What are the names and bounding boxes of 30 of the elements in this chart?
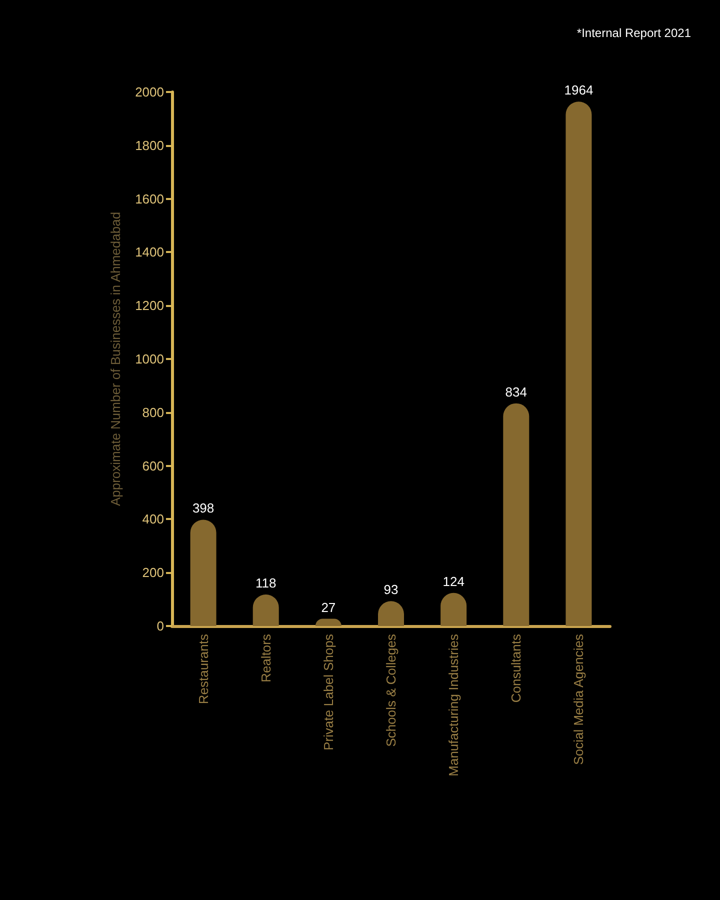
y-tick-label: 1400 [135,244,164,260]
y-tick-label: 1200 [135,298,164,314]
x-tick-label: Private Label Shops [320,634,336,750]
y-tick-label: 2000 [135,84,164,100]
y-tick-label: 600 [142,458,164,474]
data-label: 398 [192,500,214,516]
y-tick-label: 200 [142,565,164,580]
x-tick-label: Restaurants [196,634,211,704]
data-label: 834 [505,384,527,400]
bar [566,102,592,626]
bar [503,403,530,626]
data-label: 93 [384,582,398,598]
data-label: 27 [321,600,336,615]
y-tick-label: 800 [142,404,164,420]
y-tick-label: 400 [142,512,164,527]
text: *Internal Report 2021 [576,26,692,40]
x-tick-label: Consultants [508,634,524,703]
data-label: 1964 [564,82,594,98]
x-tick-label: Schools & Colleges [384,634,398,747]
y-tick-label: 1000 [135,352,164,366]
bar [190,520,216,626]
x-tick-label: Social Media Agencies [571,634,586,765]
y-tick-label: 1600 [135,191,164,206]
data-label: 118 [255,575,276,590]
y-axis-title: Approximate Number of Businesses in Ahmedabad [108,212,123,506]
x-tick-label: Realtors [258,634,274,682]
y-tick-label: 0 [156,618,164,634]
data-label: 124 [442,574,464,589]
x-tick-label: Manufacturing Industries [446,634,462,776]
y-tick-label: 1800 [135,138,164,153]
